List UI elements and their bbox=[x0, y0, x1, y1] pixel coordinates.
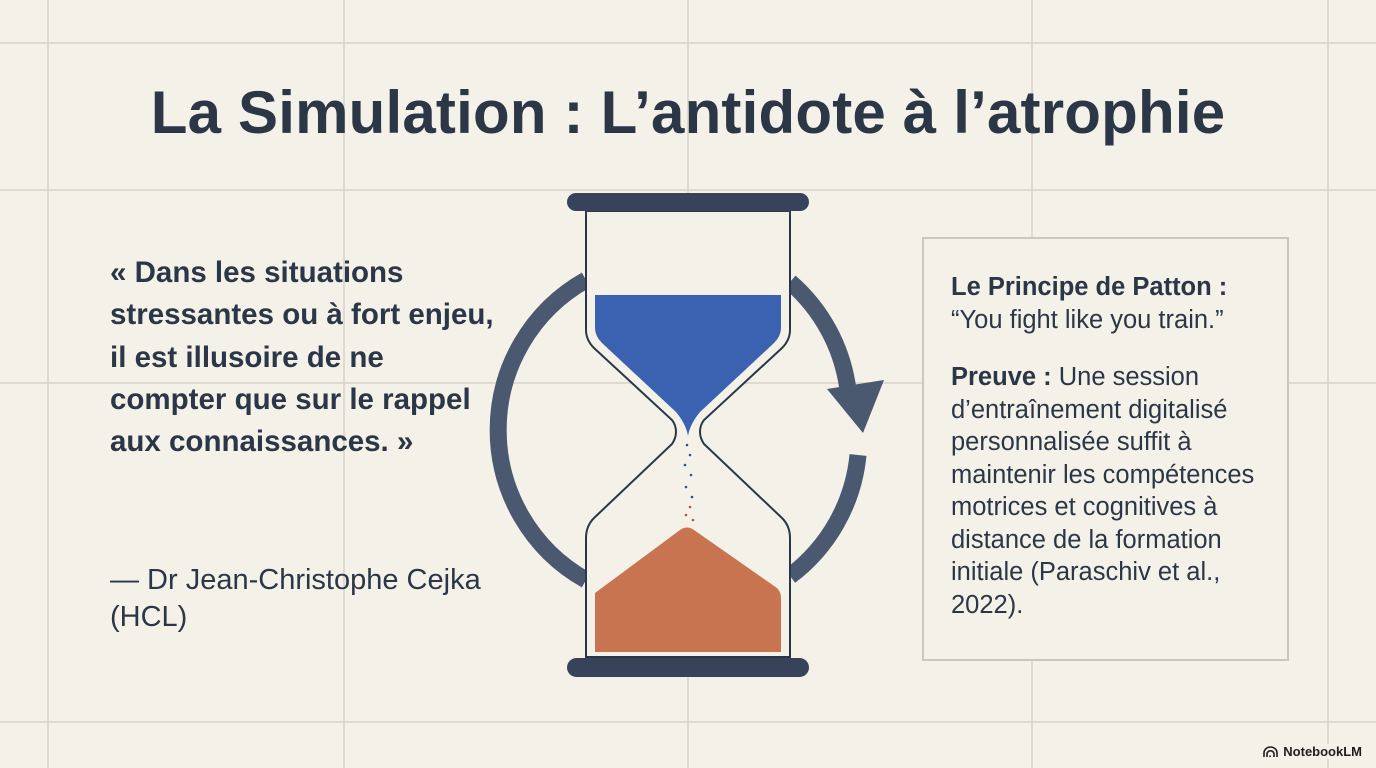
logo-label: NotebookLM bbox=[1283, 744, 1362, 759]
quote-author: — Dr Jean-Christophe Cejka (HCL) bbox=[110, 564, 481, 633]
notebooklm-logo: NotebookLM bbox=[1261, 744, 1364, 759]
slide-title: La Simulation : L’antidote à l’atrophie bbox=[150, 79, 1226, 146]
proof-label: Preuve : bbox=[951, 363, 1052, 391]
principle-text: “You fight like you train.” bbox=[951, 305, 1224, 334]
proof-text: Une session d’entraînement digitalisé pe… bbox=[951, 363, 1255, 619]
notebooklm-icon bbox=[1263, 746, 1279, 757]
proof-paragraph: Preuve : Une session d’entraînement digi… bbox=[951, 361, 1281, 621]
quote-text: « Dans les situations stressantes ou à f… bbox=[110, 256, 494, 459]
principle-box: Le Principe de Patton : “You fight like … bbox=[922, 237, 1289, 661]
principle-label: Le Principe de Patton : bbox=[951, 273, 1228, 301]
